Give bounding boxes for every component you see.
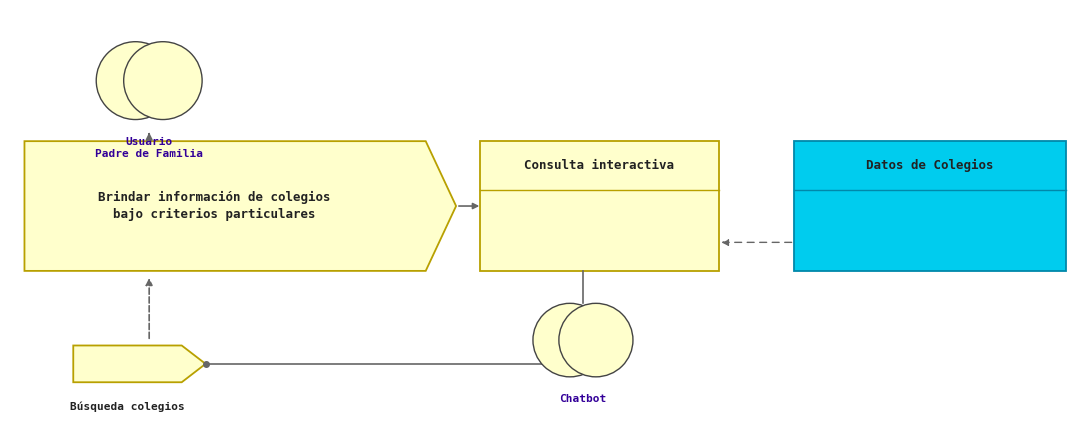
FancyBboxPatch shape <box>480 141 718 271</box>
FancyBboxPatch shape <box>795 141 1066 271</box>
Text: Usuario
Padre de Familia: Usuario Padre de Familia <box>95 137 203 159</box>
Ellipse shape <box>123 42 202 120</box>
Text: Datos de Colegios: Datos de Colegios <box>867 159 994 172</box>
Polygon shape <box>73 346 206 382</box>
Ellipse shape <box>96 42 174 120</box>
Ellipse shape <box>533 304 607 377</box>
Text: Chatbot: Chatbot <box>559 394 606 404</box>
Polygon shape <box>24 141 456 271</box>
Text: Consulta interactiva: Consulta interactiva <box>524 159 675 172</box>
Ellipse shape <box>559 304 633 377</box>
Text: Búsqueda colegios: Búsqueda colegios <box>70 402 185 412</box>
Text: Brindar información de colegios
bajo criterios particulares: Brindar información de colegios bajo cri… <box>98 191 330 221</box>
